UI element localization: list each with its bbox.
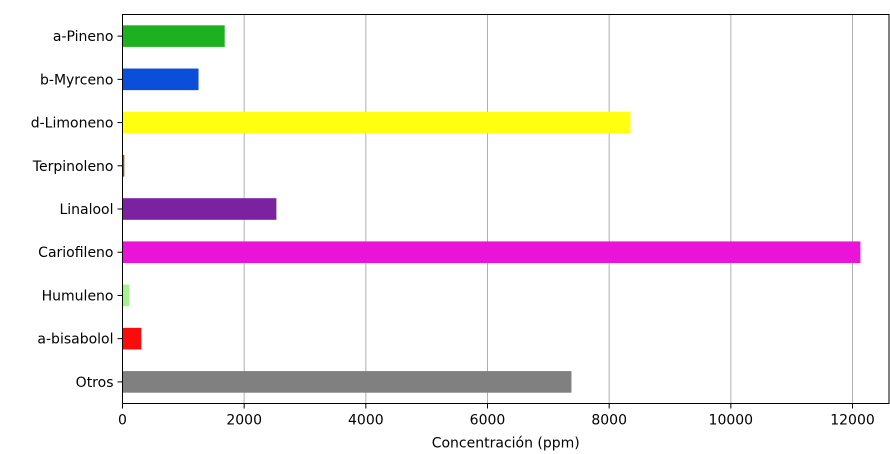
y-axis-ticks: a-Pineno b-Myrceno d-Limoneno Terpinoleno Li…	[31, 29, 123, 391]
bar	[122, 371, 572, 393]
bar	[122, 284, 130, 307]
y-tick-label: Terpinoleno	[32, 159, 114, 175]
y-tick-label: Humuleno	[42, 288, 114, 304]
x-tick-label: 6000	[470, 413, 506, 429]
y-tick-label: Linalool	[59, 202, 113, 218]
bar	[122, 198, 277, 220]
y-tick-label: a-bisabolol	[37, 332, 113, 348]
x-axis-label: Concentración (ppm)	[432, 436, 580, 452]
bar	[122, 154, 125, 177]
x-tick-label: 8000	[591, 413, 627, 429]
x-tick-label: 4000	[348, 413, 384, 429]
x-tick-label: 0	[118, 413, 127, 429]
y-tick-label: Otros	[76, 375, 114, 391]
grid-lines	[243, 14, 853, 404]
x-axis-ticks: 0 2000 4000 6000 8000 10000 12000	[118, 403, 875, 429]
x-tick-label: 12000	[830, 413, 875, 429]
bar	[122, 111, 631, 134]
y-tick-label: Cariofileno	[38, 245, 113, 261]
y-tick-label: d-Limoneno	[31, 116, 114, 132]
bar	[122, 68, 199, 91]
bar	[122, 327, 142, 350]
y-tick-label: a-Pineno	[53, 29, 114, 45]
y-tick-label: b-Myrceno	[40, 72, 114, 88]
x-tick-label: 10000	[709, 413, 754, 429]
x-tick-label: 2000	[226, 413, 262, 429]
bar	[122, 241, 861, 264]
bar	[122, 25, 225, 47]
bars	[122, 25, 861, 393]
